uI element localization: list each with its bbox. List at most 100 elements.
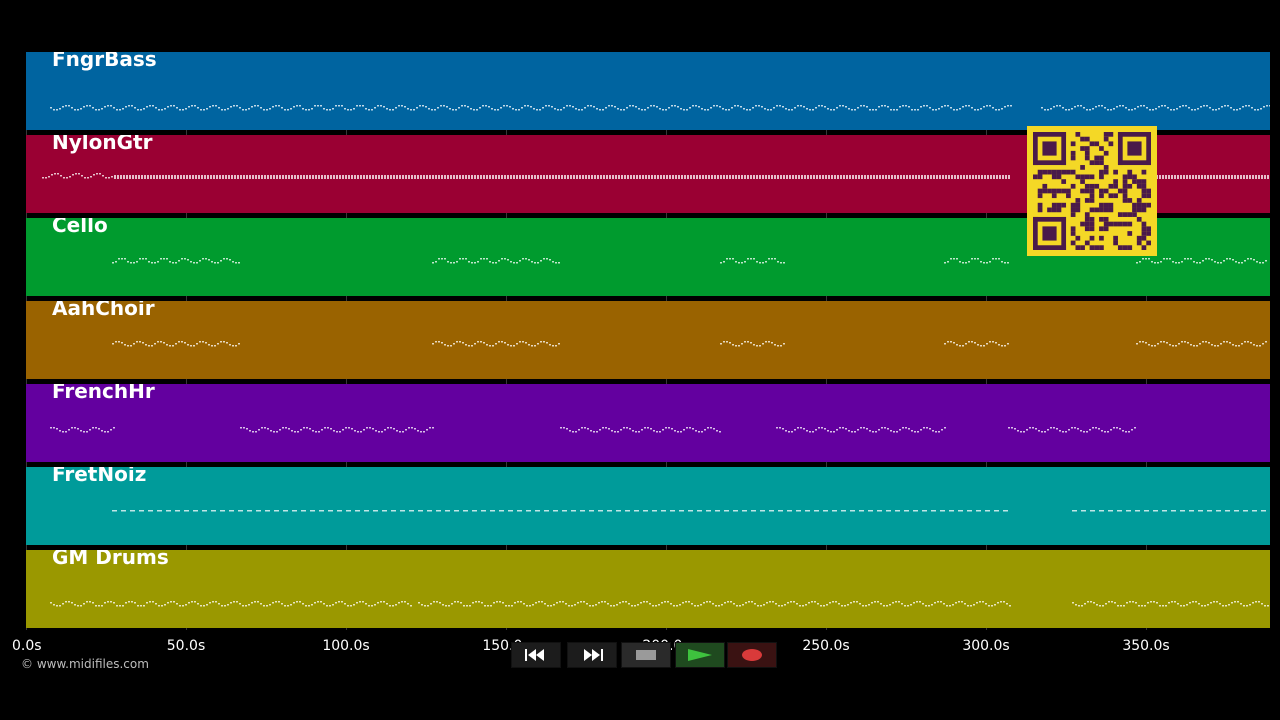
note-mark <box>145 258 147 260</box>
note-mark <box>374 604 376 606</box>
note-mark <box>1189 510 1194 512</box>
note-mark <box>878 106 880 108</box>
note-mark <box>1207 510 1212 512</box>
note-mark <box>1104 107 1106 109</box>
note-mark <box>56 428 58 430</box>
note-mark <box>306 427 308 429</box>
qr-module <box>1127 174 1133 180</box>
note-mark <box>740 106 742 108</box>
note-mark <box>992 107 994 109</box>
note-mark <box>1219 603 1221 605</box>
note-mark <box>1181 341 1183 343</box>
note-mark <box>301 510 306 512</box>
note-mark <box>474 343 476 345</box>
note-mark <box>598 510 603 512</box>
note-mark <box>350 109 352 111</box>
note-mark <box>650 105 652 107</box>
note-mark <box>194 601 196 603</box>
note-mark <box>989 105 991 107</box>
note-mark <box>1001 345 1003 347</box>
note-mark <box>762 343 764 345</box>
note-mark <box>677 431 679 433</box>
note-mark <box>411 175 413 179</box>
time-tick-label: 250.0s <box>802 638 850 654</box>
note-mark <box>348 175 350 179</box>
note-mark <box>562 510 567 512</box>
note-mark <box>891 175 893 179</box>
note-mark <box>208 259 210 261</box>
note-mark <box>1149 109 1151 111</box>
note-mark <box>477 175 479 179</box>
note-mark <box>965 105 967 107</box>
note-mark <box>1186 175 1188 179</box>
note-mark <box>428 108 430 110</box>
note-mark <box>113 602 115 604</box>
note-mark <box>957 175 959 179</box>
note-mark <box>1134 108 1136 110</box>
note-mark <box>953 258 955 260</box>
note-mark <box>119 109 121 111</box>
note-mark <box>80 430 82 432</box>
note-mark <box>898 601 900 603</box>
note-mark <box>363 429 365 431</box>
note-mark <box>210 175 212 179</box>
note-mark <box>1174 175 1176 179</box>
note-mark <box>618 175 620 179</box>
note-mark <box>187 259 189 261</box>
qr-module <box>1042 169 1048 175</box>
note-mark <box>1167 107 1169 109</box>
note-mark <box>1184 341 1186 343</box>
note-mark <box>846 175 848 179</box>
note-mark <box>555 345 557 347</box>
note-mark <box>1205 341 1207 343</box>
note-mark <box>53 109 55 111</box>
note-mark <box>918 175 920 179</box>
note-mark <box>995 342 997 344</box>
note-mark <box>1062 107 1064 109</box>
note-mark <box>471 175 473 179</box>
note-mark <box>1249 604 1251 606</box>
qr-module <box>1099 155 1104 161</box>
note-mark <box>1101 430 1103 432</box>
note-mark <box>587 105 589 107</box>
note-mark <box>131 601 133 603</box>
note-mark <box>84 177 86 179</box>
note-mark <box>409 510 414 512</box>
note-mark <box>441 342 443 344</box>
note-mark <box>1243 605 1245 607</box>
note-mark <box>931 604 933 606</box>
note-mark <box>89 105 91 107</box>
qr-module <box>1061 169 1067 175</box>
note-mark <box>468 345 470 347</box>
note-mark <box>489 175 491 179</box>
qr-module <box>1080 136 1085 142</box>
fast-forward-button[interactable] <box>567 642 617 668</box>
note-mark <box>472 510 477 512</box>
note-mark <box>230 602 232 604</box>
stop-button[interactable] <box>621 642 671 668</box>
note-mark <box>704 429 706 431</box>
note-mark <box>926 105 928 107</box>
note-mark <box>683 109 685 111</box>
note-mark <box>839 427 841 429</box>
rewind-button[interactable] <box>511 642 561 668</box>
play-button[interactable] <box>675 642 725 668</box>
note-mark <box>1157 343 1159 345</box>
note-mark <box>720 343 722 345</box>
note-mark <box>1050 108 1052 110</box>
note-mark <box>314 602 316 604</box>
note-mark <box>181 258 183 260</box>
record-button[interactable] <box>727 642 777 668</box>
note-mark <box>1065 431 1067 433</box>
note-mark <box>908 106 910 108</box>
note-mark <box>559 601 561 603</box>
note-mark <box>130 345 132 347</box>
note-mark <box>700 604 702 606</box>
note-mark <box>163 258 165 260</box>
note-mark <box>89 601 91 603</box>
qr-module <box>1061 202 1067 208</box>
qr-module <box>1146 188 1151 194</box>
note-mark <box>170 601 172 603</box>
note-mark <box>1226 341 1228 343</box>
note-mark <box>857 429 859 431</box>
